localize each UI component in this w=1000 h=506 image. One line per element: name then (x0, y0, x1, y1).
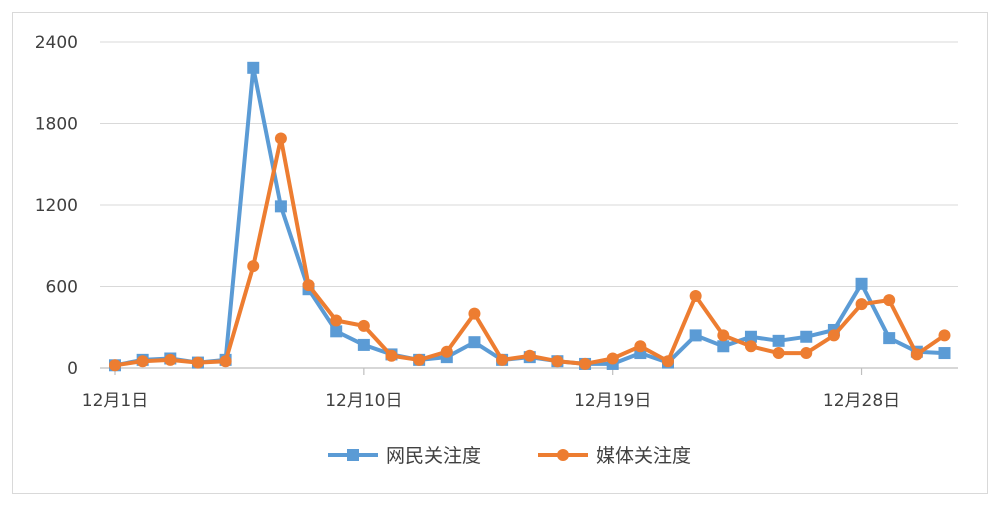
data-point (247, 61, 260, 74)
data-point (551, 355, 564, 368)
x-tick-labels: 12月1日 12月10日 12月19日 12月28日 (82, 368, 900, 411)
data-point (330, 325, 343, 338)
data-point (717, 340, 730, 353)
legend-label: 媒体关注度 (596, 445, 691, 467)
data-point (772, 347, 785, 360)
data-point (883, 294, 896, 307)
data-point (938, 329, 951, 342)
data-point (413, 353, 426, 366)
series-group (109, 61, 951, 372)
data-point (744, 340, 757, 353)
data-point (468, 307, 481, 320)
data-point (136, 355, 149, 368)
data-point (219, 355, 232, 368)
y-tick-label: 2400 (35, 33, 78, 53)
data-point (938, 347, 951, 360)
x-tick-label: 12月19日 (574, 391, 651, 411)
legend-marker (557, 449, 569, 461)
data-point (247, 260, 260, 273)
y-tick-label: 0 (67, 359, 78, 379)
data-point (523, 349, 536, 362)
series-2 (109, 132, 951, 372)
data-point (855, 277, 868, 290)
data-point (579, 357, 592, 370)
legend-marker (347, 449, 359, 461)
x-tick-label: 12月10日 (325, 391, 402, 411)
y-tick-label: 1800 (35, 115, 78, 135)
data-point (274, 132, 287, 145)
data-point (910, 348, 923, 361)
data-point (744, 330, 757, 343)
data-point (800, 347, 813, 360)
data-point (772, 334, 785, 347)
data-point (827, 329, 840, 342)
data-point (496, 353, 509, 366)
legend: 网民关注度 媒体关注度 (328, 445, 691, 467)
data-point (357, 319, 370, 332)
chart-frame (12, 12, 988, 494)
y-tick-label: 1200 (35, 196, 78, 216)
x-tick-label: 12月28日 (823, 391, 900, 411)
legend-item: 网民关注度 (328, 445, 481, 467)
y-tick-label: 600 (46, 278, 78, 298)
legend-label: 网民关注度 (386, 445, 481, 467)
data-point (357, 338, 370, 351)
data-point (330, 314, 343, 327)
x-tick-label: 12月1日 (82, 391, 148, 411)
data-point (634, 340, 647, 353)
data-point (468, 336, 481, 349)
data-point (689, 290, 702, 303)
data-point (191, 356, 204, 369)
data-point (606, 352, 619, 365)
data-point (440, 345, 453, 358)
series-line (113, 136, 947, 368)
data-point (662, 355, 674, 368)
grid-lines (100, 41, 958, 287)
data-point (800, 330, 813, 343)
data-point (689, 329, 702, 342)
legend-item: 媒体关注度 (538, 445, 691, 467)
data-point (302, 279, 315, 292)
data-point (109, 359, 121, 372)
data-point (883, 332, 896, 345)
data-point (274, 200, 287, 213)
y-tick-labels: 0 600 1200 1800 2400 (35, 33, 78, 379)
data-point (855, 298, 868, 311)
data-point (385, 349, 398, 362)
data-point (717, 329, 730, 342)
data-point (164, 353, 177, 366)
